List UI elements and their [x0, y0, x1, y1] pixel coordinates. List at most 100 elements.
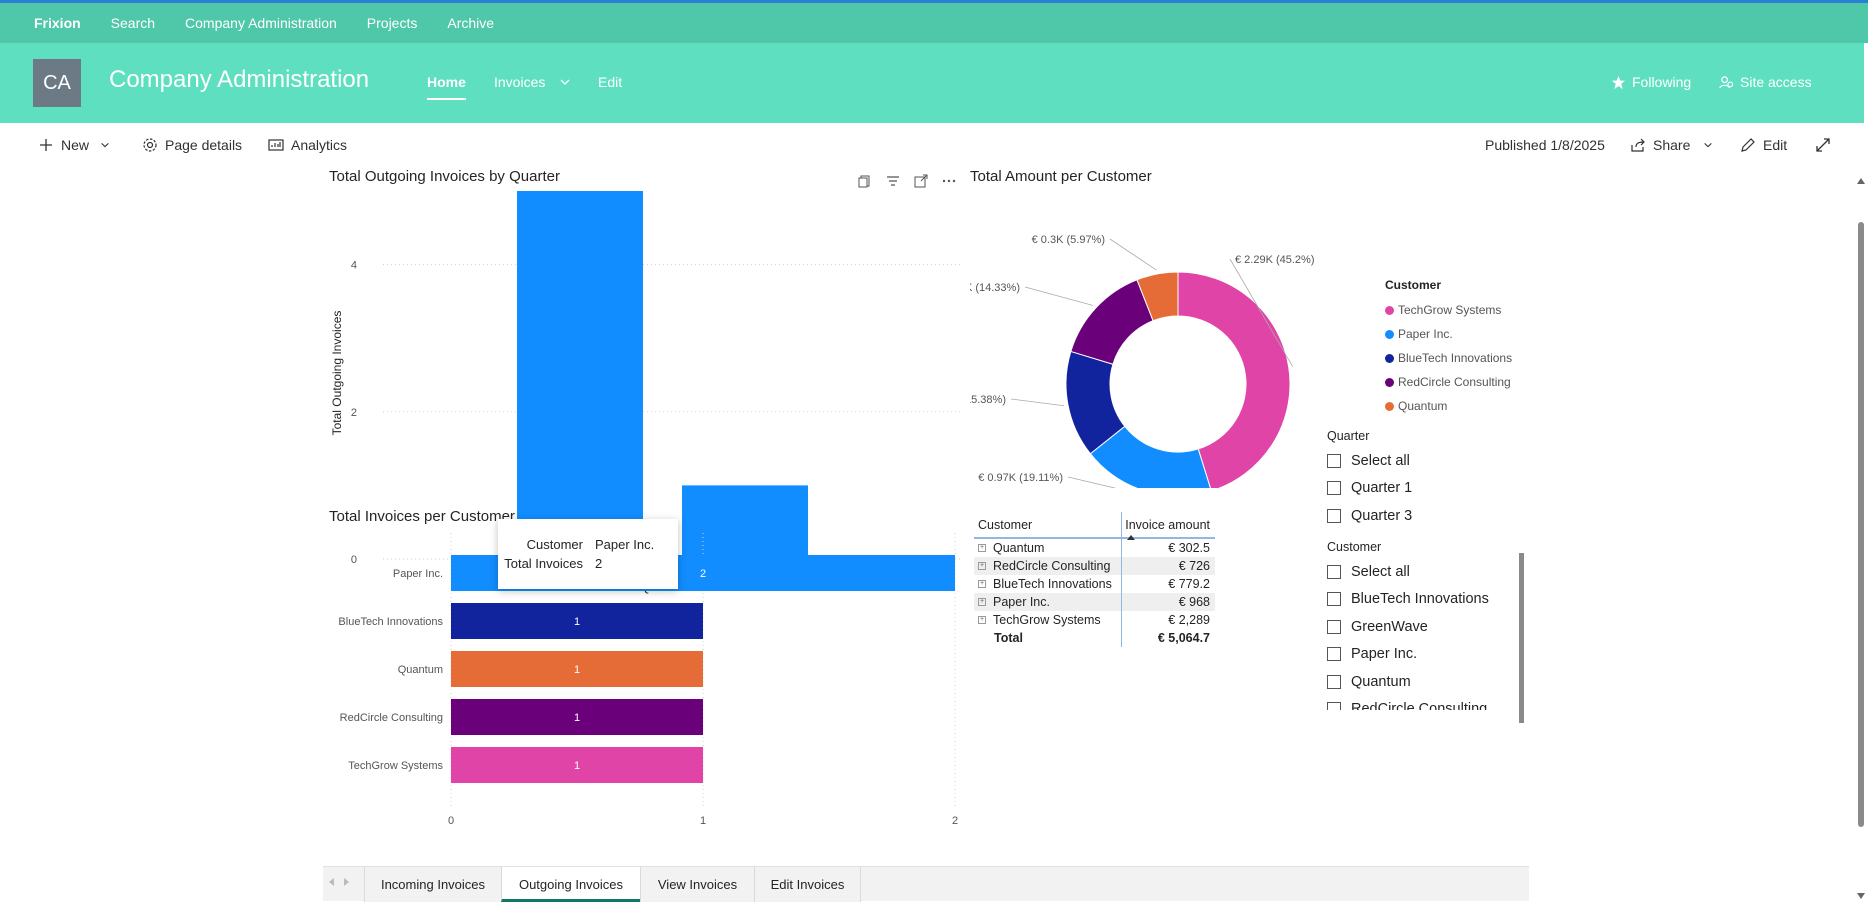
- hbar-redcircle-consulting[interactable]: [451, 699, 703, 735]
- chevron-down-icon: [1704, 142, 1713, 148]
- suite-bar: Frixion Search Company Administration Pr…: [0, 0, 1868, 43]
- matrix-row[interactable]: + RedCircle Consulting € 726: [974, 557, 1215, 575]
- bar-y-tick: 4: [351, 260, 357, 272]
- bar-quarter-1[interactable]: [517, 191, 643, 559]
- expand-row-icon[interactable]: +: [978, 544, 986, 552]
- command-bar: New Page details Analytics Published 1/8…: [0, 123, 1864, 168]
- quarter-slicer-item[interactable]: Select all: [1327, 447, 1412, 475]
- checkbox[interactable]: [1327, 481, 1341, 496]
- matrix-row[interactable]: + TechGrow Systems € 2,289: [974, 611, 1215, 629]
- hbar-y-tick: Quantum: [398, 664, 443, 676]
- expand-row-icon[interactable]: +: [978, 562, 986, 570]
- expand-row-icon[interactable]: +: [978, 616, 986, 624]
- hbar-quantum[interactable]: [451, 651, 703, 687]
- page-scrollbar[interactable]: [1854, 168, 1868, 907]
- expand-button[interactable]: [1815, 137, 1831, 153]
- matrix-cell-amount: € 2,289: [1121, 611, 1215, 629]
- copy-icon[interactable]: [858, 174, 872, 188]
- hbar-y-tick: RedCircle Consulting: [340, 712, 443, 724]
- checkbox[interactable]: [1327, 619, 1341, 634]
- checkbox[interactable]: [1327, 702, 1341, 710]
- matrix-row[interactable]: + Quantum € 302.5: [974, 539, 1215, 557]
- legend-item[interactable]: TechGrow Systems: [1385, 298, 1512, 322]
- customer-slicer-item[interactable]: Quantum: [1327, 668, 1489, 696]
- bar-quarter-3[interactable]: [682, 485, 808, 559]
- legend-item[interactable]: BlueTech Innovations: [1385, 346, 1512, 370]
- customer-slicer-item[interactable]: Paper Inc.: [1327, 641, 1489, 669]
- tab-view-invoices[interactable]: View Invoices: [640, 867, 754, 902]
- legend-item[interactable]: RedCircle Consulting: [1385, 370, 1512, 394]
- checkbox[interactable]: [1327, 508, 1341, 523]
- page-details-button[interactable]: Page details: [142, 137, 242, 153]
- new-button[interactable]: New: [38, 137, 110, 153]
- site-logo[interactable]: CA: [33, 59, 81, 107]
- site-access-button[interactable]: Site access: [1719, 74, 1812, 90]
- site-nav-invoices[interactable]: Invoices: [494, 74, 571, 90]
- suite-nav-archive[interactable]: Archive: [447, 15, 495, 31]
- customer-slicer: Customer Select all BlueTech Innovations G…: [1327, 540, 1489, 710]
- people-icon: [1719, 75, 1734, 88]
- customer-slicer-item[interactable]: GreenWave: [1327, 613, 1489, 641]
- matrix-col-invoice-amount[interactable]: Invoice amount: [1121, 512, 1215, 540]
- matrix-total-value: € 5,064.7: [1121, 629, 1215, 647]
- customer-slicer-scrollbar[interactable]: [1519, 553, 1524, 723]
- site-nav-home[interactable]: Home: [427, 74, 466, 100]
- legend-dot: [1385, 377, 1394, 387]
- customer-slicer-item-label: RedCircle Consulting: [1351, 701, 1488, 710]
- tab-outgoing-invoices[interactable]: Outgoing Invoices: [501, 867, 640, 902]
- quarter-slicer-item[interactable]: Quarter 1: [1327, 475, 1412, 503]
- donut-leader-line: [1024, 286, 1093, 306]
- hbar-y-tick: BlueTech Innovations: [338, 616, 443, 628]
- customer-slicer-item[interactable]: BlueTech Innovations: [1327, 586, 1489, 614]
- suite-nav-search[interactable]: Search: [110, 15, 156, 31]
- quarter-slicer-item[interactable]: Quarter 3: [1327, 502, 1412, 530]
- site-nav-edit[interactable]: Edit: [598, 74, 622, 90]
- scrollbar-thumb[interactable]: [1858, 222, 1864, 827]
- suite-nav-projects[interactable]: Projects: [366, 15, 418, 31]
- donut-slice-redcircle-consulting[interactable]: [1070, 279, 1154, 365]
- hbar-techgrow-systems[interactable]: [451, 747, 703, 783]
- focus-mode-icon[interactable]: [914, 174, 928, 188]
- checkbox[interactable]: [1327, 453, 1341, 468]
- checkbox[interactable]: [1327, 564, 1341, 579]
- checkbox[interactable]: [1327, 647, 1341, 662]
- matrix-cell-customer: + RedCircle Consulting: [974, 559, 1121, 573]
- legend-item[interactable]: Paper Inc.: [1385, 322, 1512, 346]
- matrix-row[interactable]: + BlueTech Innovations € 779.2: [974, 575, 1215, 593]
- expand-row-icon[interactable]: +: [978, 580, 986, 588]
- expand-row-icon[interactable]: +: [978, 598, 986, 606]
- bar-y-tick: 0: [351, 554, 357, 566]
- checkbox[interactable]: [1327, 674, 1341, 689]
- donut-slice-techgrow-systems[interactable]: [1177, 271, 1291, 488]
- matrix-row[interactable]: + Paper Inc. € 968: [974, 593, 1215, 611]
- scroll-up-icon[interactable]: [1857, 178, 1865, 184]
- tab-edit-invoices[interactable]: Edit Invoices: [754, 867, 861, 902]
- new-label: New: [61, 137, 90, 153]
- legend-item[interactable]: Quantum: [1385, 394, 1512, 418]
- brand-link[interactable]: Frixion: [34, 15, 81, 31]
- share-button[interactable]: Share: [1630, 137, 1713, 153]
- checkbox[interactable]: [1327, 592, 1341, 607]
- customer-slicer-item[interactable]: RedCircle Consulting: [1327, 696, 1489, 710]
- hbar-bluetech-innovations[interactable]: [451, 603, 703, 639]
- donut-slice-quantum[interactable]: [1136, 271, 1179, 322]
- matrix-cell-customer: + Quantum: [974, 541, 1121, 555]
- customer-slicer-item-label: GreenWave: [1351, 618, 1428, 635]
- site-title[interactable]: Company Administration: [109, 66, 370, 93]
- legend-label: TechGrow Systems: [1398, 303, 1502, 317]
- edit-button[interactable]: Edit: [1740, 137, 1787, 153]
- matrix-customer-name: Quantum: [993, 541, 1045, 555]
- analytics-button[interactable]: Analytics: [268, 137, 347, 153]
- customer-slicer-item[interactable]: Select all: [1327, 558, 1489, 586]
- scroll-down-icon[interactable]: [1857, 893, 1865, 899]
- more-options-icon[interactable]: [942, 174, 956, 188]
- following-button[interactable]: Following: [1611, 74, 1691, 90]
- filter-icon[interactable]: [886, 174, 900, 188]
- tab-incoming-invoices[interactable]: Incoming Invoices: [364, 867, 501, 902]
- tab-scroll-right-icon[interactable]: [344, 878, 349, 886]
- hbar-data-label: 1: [574, 616, 580, 628]
- tab-scroll-left-icon[interactable]: [329, 878, 334, 886]
- suite-nav-company-administration[interactable]: Company Administration: [185, 15, 337, 31]
- matrix-customer-name: TechGrow Systems: [993, 613, 1101, 627]
- matrix-col-customer[interactable]: Customer: [978, 518, 1033, 532]
